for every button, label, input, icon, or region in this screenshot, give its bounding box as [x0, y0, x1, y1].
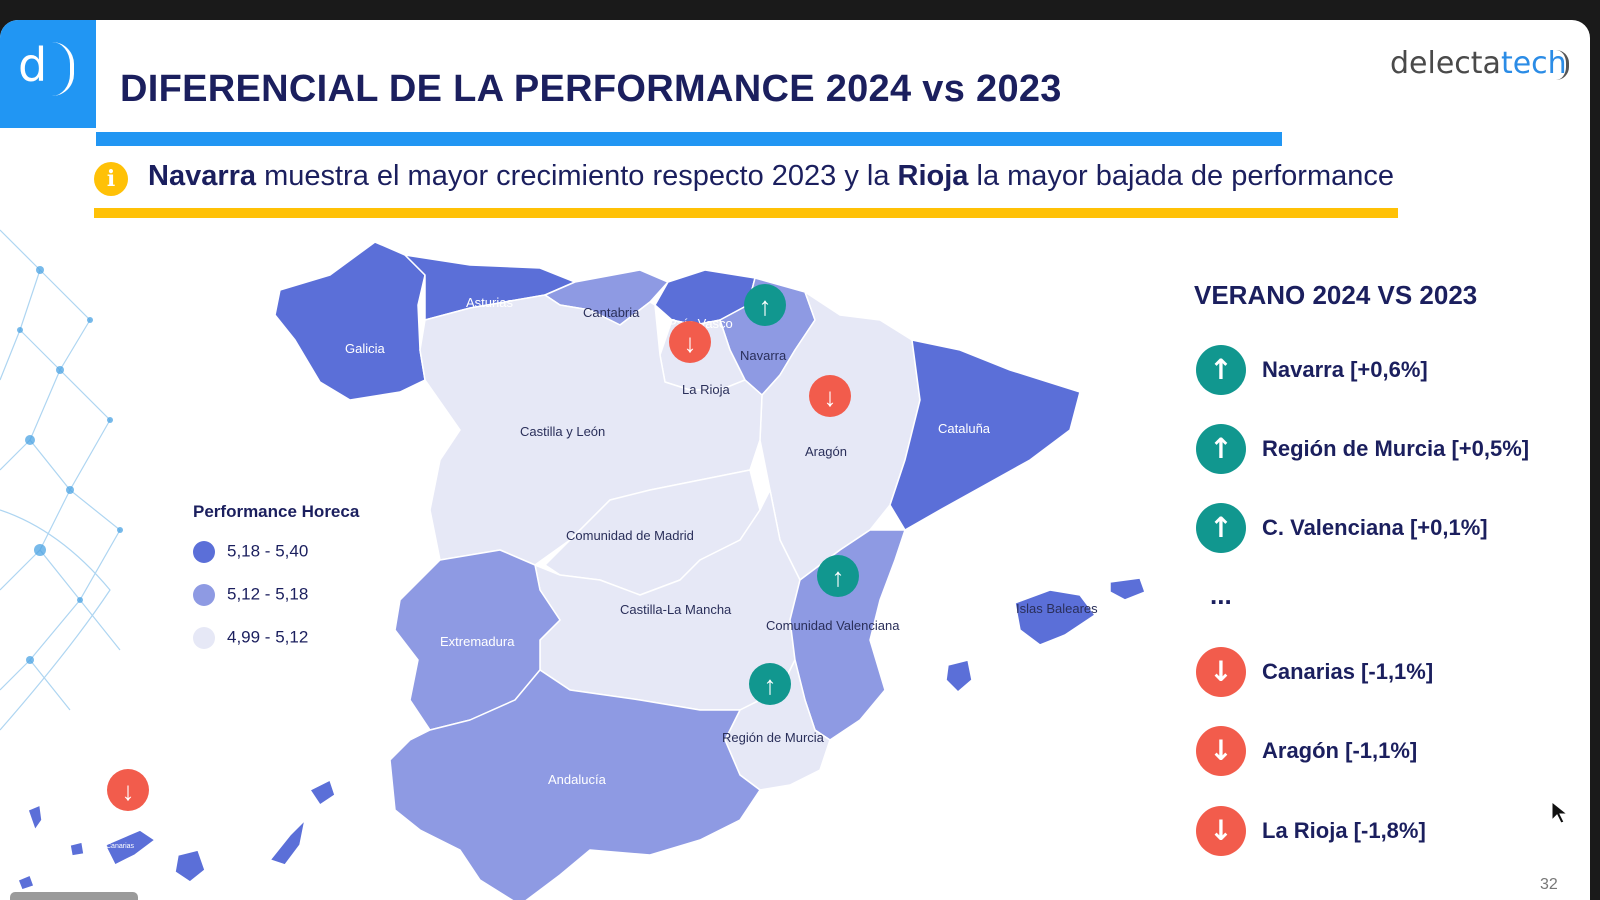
marker-la-rioja: ↓	[669, 321, 711, 363]
region-label-comunidad-de-madrid: Comunidad de Madrid	[566, 528, 694, 543]
marker-navarra: ↑	[744, 284, 786, 326]
region-canarias-tenerife[interactable]	[104, 829, 156, 866]
region-canarias-el-hierro[interactable]	[17, 874, 35, 891]
arrow-up-icon: ↑	[764, 670, 777, 700]
spain-map: Galicia Asturias Cantabria País Vasco Na…	[17, 241, 1146, 900]
marker-aragon: ↓	[809, 375, 851, 417]
title-underline	[96, 132, 1282, 146]
arrow-up-icon: ↑	[832, 562, 845, 592]
legend-swatch	[193, 541, 215, 563]
side-row-label: Región de Murcia [+0,5%]	[1262, 436, 1530, 461]
arrow-up-icon: ↑	[1196, 424, 1246, 474]
side-row-label: Aragón [-1,1%]	[1262, 738, 1418, 763]
brand-name-part1: delecta	[1390, 46, 1501, 81]
region-label-cataluna: Cataluña	[938, 421, 991, 436]
region-islas-baleares-menorca[interactable]	[1109, 577, 1146, 601]
side-panel-title: VERANO 2024 VS 2023	[1194, 280, 1478, 310]
insight-text-2: la mayor bajada de performance	[968, 160, 1395, 192]
ellipsis: ...	[1210, 580, 1232, 610]
region-label-castilla-y-leon: Castilla y León	[520, 424, 605, 439]
page-number: 32	[1540, 876, 1558, 893]
side-row-label: Canarias [-1,1%]	[1262, 659, 1434, 684]
legend-item: 5,12 - 5,18	[193, 584, 308, 606]
insight-text: Navarra muestra el mayor crecimiento res…	[148, 160, 1394, 193]
region-castilla-y-leon[interactable]	[419, 294, 763, 566]
region-label-region-de-murcia: Región de Murcia	[722, 730, 825, 745]
legend-title: Performance Horeca	[193, 502, 360, 521]
arrow-down-icon: ↓	[1196, 726, 1246, 776]
marker-canarias: ↓	[107, 769, 149, 811]
info-icon: i	[94, 162, 128, 196]
arrow-down-icon: ↓	[684, 328, 697, 358]
region-andalucia[interactable]	[389, 669, 761, 900]
insight-underline	[94, 208, 1398, 218]
region-label-andalucia: Andalucía	[548, 772, 607, 787]
region-label-islas-baleares: Islas Baleares	[1016, 601, 1098, 616]
marker-comunidad-valenciana: ↑	[817, 555, 859, 597]
insight-text-1: muestra el mayor crecimiento respecto 20…	[256, 160, 898, 192]
region-canarias-la-gomera[interactable]	[69, 841, 85, 857]
region-label-galicia: Galicia	[345, 341, 386, 356]
arrow-down-icon: ↓	[824, 382, 837, 412]
insight-bold-1: Navarra	[148, 160, 257, 192]
legend-item: 5,18 - 5,40	[193, 541, 308, 563]
logo-letter: d	[18, 38, 48, 92]
region-label-castilla-la-mancha: Castilla-La Mancha	[620, 602, 732, 617]
arrow-up-icon: ↑	[1196, 345, 1246, 395]
region-label-asturias: Asturias	[466, 295, 513, 310]
logo-badge: d	[0, 20, 96, 128]
region-label-extremadura: Extremadura	[440, 634, 515, 649]
arrow-down-icon: ↓	[1196, 806, 1246, 856]
network-decoration	[0, 229, 123, 731]
insight-bold-2: Rioja	[897, 160, 969, 192]
side-row-label: La Rioja [-1,8%]	[1262, 818, 1426, 843]
region-label-cantabria: Cantabria	[583, 305, 640, 320]
region-islas-baleares-mallorca[interactable]	[1014, 589, 1096, 646]
marker-region-de-murcia: ↑	[749, 663, 791, 705]
region-label-aragon: Aragón	[805, 444, 847, 459]
brand-swoosh-icon	[1556, 50, 1569, 80]
legend-swatch	[193, 627, 215, 649]
legend-label: 5,12 - 5,18	[227, 584, 309, 604]
region-canarias-fuerteventura[interactable]	[269, 819, 306, 866]
region-canarias-lanzarote[interactable]	[309, 779, 336, 806]
legend-swatch	[193, 584, 215, 606]
arrow-up-icon: ↑	[759, 291, 772, 321]
arrow-up-icon: ↑	[1196, 503, 1246, 553]
region-canarias-gran-canaria[interactable]	[174, 849, 206, 883]
region-label-navarra: Navarra	[740, 348, 787, 363]
region-galicia[interactable]	[274, 241, 426, 401]
legend-label: 4,99 - 5,12	[227, 627, 309, 647]
region-canarias-la-palma[interactable]	[27, 804, 43, 831]
logo-swoosh-icon	[52, 42, 74, 96]
region-label-la-rioja: La Rioja	[682, 382, 730, 397]
side-row-label: C. Valenciana [+0,1%]	[1262, 515, 1488, 540]
region-label-canarias: Canarias	[106, 843, 135, 850]
page-title: DIFERENCIAL DE LA PERFORMANCE 2024 vs 20…	[120, 68, 1062, 110]
region-cataluna[interactable]	[889, 339, 1081, 531]
arrow-down-icon: ↓	[122, 776, 135, 806]
legend-item: 4,99 - 5,12	[193, 627, 308, 649]
arrow-down-icon: ↓	[1196, 647, 1246, 697]
mouse-cursor-icon	[1551, 800, 1569, 824]
legend-label: 5,18 - 5,40	[227, 541, 309, 561]
region-label-comunidad-valenciana: Comunidad Valenciana	[766, 618, 900, 633]
slide: d DIFERENCIAL DE LA PERFORMANCE 2024 vs …	[0, 20, 1590, 900]
scrollbar[interactable]	[10, 892, 138, 900]
region-islas-baleares-ibiza[interactable]	[945, 659, 973, 693]
side-row-label: Navarra [+0,6%]	[1262, 357, 1428, 382]
